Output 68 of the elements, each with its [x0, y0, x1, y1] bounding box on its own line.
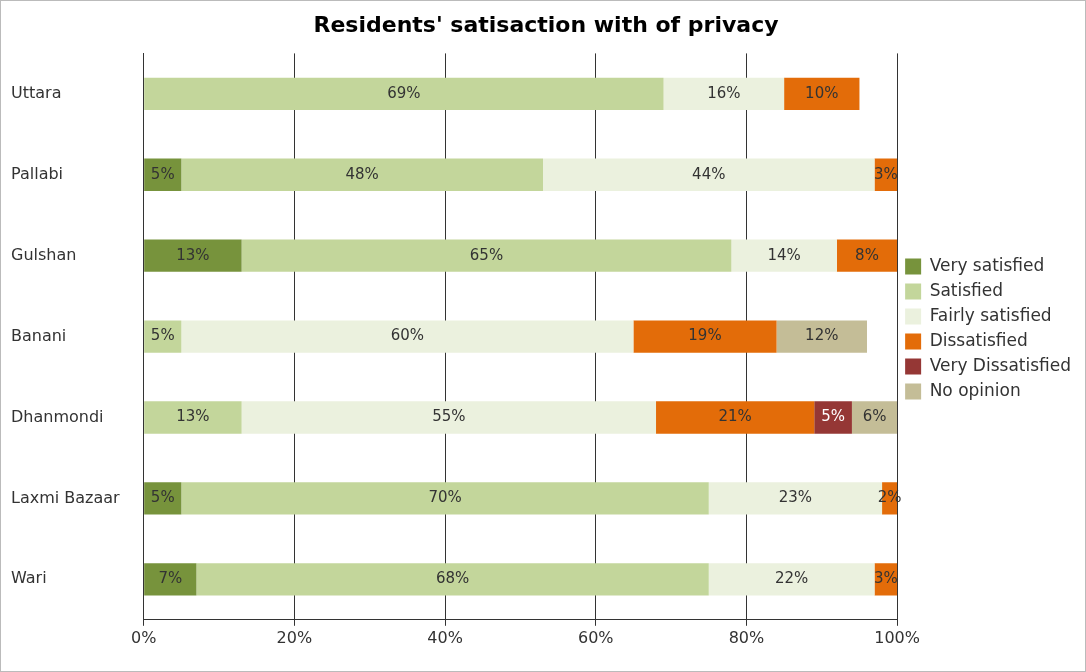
data-label: 70% [428, 488, 462, 507]
data-label: 13% [176, 245, 210, 264]
bar [836, 239, 898, 272]
data-label: 23% [778, 488, 813, 507]
data-label: 69% [387, 83, 421, 102]
x-tick-label: 0% [130, 627, 157, 647]
bar [144, 401, 242, 434]
data-label: 3% [873, 569, 898, 588]
y-tick-label: Wari [11, 568, 47, 588]
data-label: 68% [435, 569, 470, 588]
y-tick-label: Dhanmondi [11, 406, 104, 426]
chart-title: Residents' satisaction with of privacy [313, 11, 779, 37]
data-label: 48% [345, 164, 379, 183]
bar [241, 239, 732, 272]
bar [784, 77, 860, 111]
legend-label: Fairly satisfied [929, 304, 1052, 325]
data-label: 5% [150, 164, 175, 183]
data-label: 5% [150, 326, 175, 345]
data-label: 44% [692, 164, 726, 183]
data-label: 5% [821, 407, 845, 426]
bar [181, 320, 634, 353]
bar [543, 158, 875, 191]
bar [731, 239, 837, 272]
data-label: 19% [688, 326, 722, 345]
bar [776, 320, 867, 353]
data-label: 5% [150, 488, 175, 507]
bar [814, 401, 852, 434]
data-label: 16% [707, 83, 741, 102]
data-label: 6% [862, 407, 887, 426]
data-label: 65% [469, 245, 504, 264]
data-label: 14% [767, 245, 801, 264]
data-label: 7% [158, 569, 183, 588]
x-tick-label: 80% [728, 627, 765, 647]
bar [708, 563, 875, 596]
y-tick-label: Banani [11, 325, 67, 345]
bar [181, 158, 543, 191]
data-label: 21% [718, 407, 752, 426]
legend-label: Dissatisfied [929, 329, 1028, 350]
data-label: 13% [176, 407, 210, 426]
data-label: 22% [774, 569, 809, 588]
y-tick-label: Laxmi Bazaar [11, 487, 121, 507]
bar [851, 401, 898, 434]
bar [656, 401, 815, 434]
bar [633, 320, 777, 353]
legend-label: No opinion [929, 379, 1021, 400]
x-tick-label: 100% [874, 627, 920, 647]
data-label: 10% [805, 83, 839, 102]
bar [144, 239, 242, 272]
y-tick-label: Pallabi [11, 163, 64, 183]
data-label: 55% [432, 407, 466, 426]
legend-label: Very satisfied [929, 254, 1045, 275]
legend-label: Satisfied [929, 279, 1004, 300]
x-tick-label: 60% [577, 627, 614, 647]
bar [144, 77, 664, 111]
data-label: 12% [805, 326, 839, 345]
bar [241, 401, 657, 434]
y-tick-label: Uttara [11, 83, 62, 103]
bar [144, 563, 197, 596]
data-label: 8% [855, 245, 879, 264]
bar [196, 563, 709, 596]
data-label: 3% [873, 164, 898, 183]
data-label: 60% [390, 326, 425, 345]
bar [663, 77, 785, 111]
x-tick-label: 20% [276, 627, 313, 647]
bar [181, 482, 709, 515]
y-tick-label: Gulshan [11, 244, 77, 264]
x-tick-label: 40% [427, 627, 463, 647]
legend-label: Very Dissatisfied [929, 354, 1071, 375]
